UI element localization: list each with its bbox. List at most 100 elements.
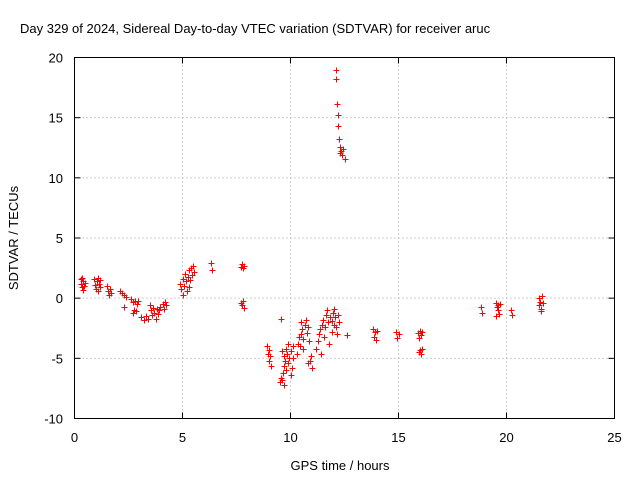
data-point	[337, 150, 344, 157]
data-point	[331, 306, 338, 313]
y-tick-label: 20	[49, 51, 63, 66]
data-point	[182, 271, 189, 278]
data-point	[479, 310, 486, 317]
data-point	[141, 317, 148, 324]
data-point	[163, 302, 170, 309]
data-point	[241, 305, 248, 312]
data-point	[281, 363, 288, 370]
data-point	[317, 326, 324, 333]
data-point	[267, 353, 274, 360]
data-point	[81, 283, 88, 290]
data-point	[97, 277, 104, 284]
data-point	[161, 306, 168, 313]
data-point	[540, 300, 547, 307]
data-point	[324, 307, 331, 314]
chart-title: Day 329 of 2024, Sidereal Day-to-day VTE…	[20, 21, 491, 36]
data-point	[266, 347, 273, 354]
data-point	[342, 156, 349, 163]
y-tick-label: -10	[44, 412, 63, 427]
data-points	[78, 67, 547, 389]
data-point	[181, 283, 188, 290]
data-point	[279, 377, 286, 384]
data-point	[509, 312, 516, 319]
data-point	[121, 304, 128, 311]
x-tick-label: 25	[607, 430, 621, 445]
data-point	[96, 281, 103, 288]
data-point	[190, 263, 197, 270]
data-point	[334, 101, 341, 108]
x-axis-label: GPS time / hours	[291, 458, 390, 473]
data-point	[240, 298, 247, 305]
data-point	[418, 332, 425, 339]
data-point	[288, 372, 295, 379]
data-point	[187, 277, 194, 284]
data-point	[305, 360, 312, 367]
data-point	[299, 326, 306, 333]
data-point	[320, 317, 327, 324]
data-point	[329, 318, 336, 325]
data-point	[191, 269, 198, 276]
y-tick-label: 0	[56, 291, 63, 306]
data-point	[322, 324, 329, 331]
data-point	[418, 351, 425, 358]
data-point	[283, 367, 290, 374]
data-point	[285, 360, 292, 367]
data-point	[107, 286, 114, 293]
data-point	[306, 338, 313, 345]
data-point	[394, 335, 401, 342]
y-tick-label: 15	[49, 111, 63, 126]
data-point	[323, 312, 330, 319]
data-point	[304, 330, 311, 337]
data-point	[283, 346, 290, 353]
data-point	[183, 278, 190, 285]
data-point	[300, 346, 307, 353]
data-point	[134, 301, 141, 308]
data-point	[298, 331, 305, 338]
data-point	[396, 331, 403, 338]
data-point	[493, 313, 500, 320]
data-point	[538, 308, 545, 315]
data-point	[290, 355, 297, 362]
data-point	[335, 112, 342, 119]
y-tick-label: -5	[51, 351, 63, 366]
data-point	[330, 310, 337, 317]
data-point	[336, 319, 343, 326]
data-point	[478, 304, 485, 311]
y-tick-label: 10	[49, 171, 63, 186]
data-point	[335, 312, 342, 319]
y-axis-label: SDTVAR / TECUs	[6, 185, 21, 290]
data-point	[162, 299, 169, 306]
y-tick-labels: -10 -5 0 5 10 15 20	[44, 51, 63, 427]
data-point	[209, 267, 216, 274]
data-point	[135, 298, 142, 305]
data-point	[178, 286, 185, 293]
data-point	[268, 363, 275, 370]
data-point	[315, 338, 322, 345]
data-point	[298, 319, 305, 326]
data-point	[336, 136, 343, 143]
data-point	[495, 302, 502, 309]
data-point	[156, 307, 163, 314]
data-point	[340, 146, 347, 153]
data-point	[536, 302, 543, 309]
data-point	[108, 290, 115, 297]
data-point	[97, 284, 104, 291]
data-point	[157, 304, 164, 311]
data-point	[138, 314, 145, 321]
data-point	[308, 353, 315, 360]
data-point	[79, 275, 86, 282]
data-point	[294, 351, 301, 358]
data-point	[303, 317, 310, 324]
data-point	[419, 329, 426, 336]
data-point	[123, 294, 130, 301]
data-point	[419, 346, 426, 353]
data-point	[279, 348, 286, 355]
data-point	[305, 324, 312, 331]
data-point	[333, 324, 340, 331]
data-point	[316, 331, 323, 338]
data-point	[333, 76, 340, 83]
data-point	[278, 316, 285, 323]
data-point	[104, 283, 111, 290]
data-point	[155, 311, 162, 318]
